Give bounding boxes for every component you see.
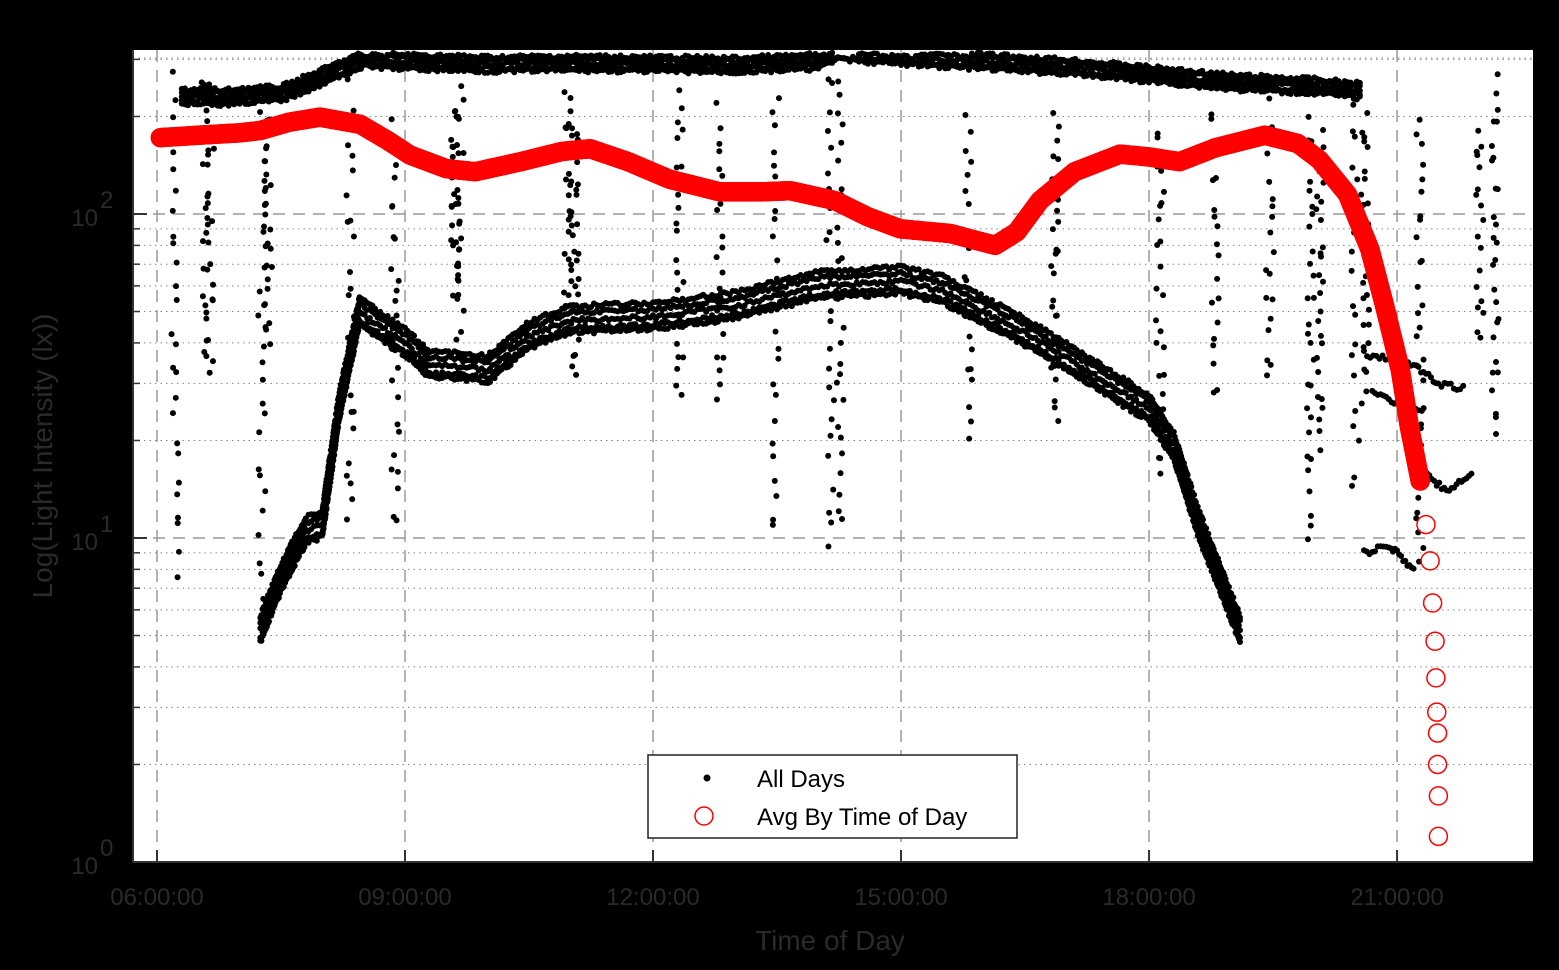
x-axis-ticks: 06:00:00 09:00:00 12:00:00 15:00:00 18:00:00…: [110, 850, 1444, 911]
x-tick-label: 09:00:00: [358, 884, 451, 911]
legend-dot-icon: [703, 774, 711, 782]
y-tick-label: 10: [71, 205, 98, 232]
x-axis-title: Time of Day: [755, 925, 905, 956]
y-tick-label: 10: [71, 853, 98, 880]
y-tick-exponent: 0: [100, 835, 113, 862]
legend-circle-icon: [694, 806, 714, 826]
y-tick-exponent: 1: [100, 511, 113, 538]
y-tick-exponent: 2: [100, 187, 113, 214]
legend-label-all-days: All Days: [757, 766, 845, 793]
x-tick-label: 06:00:00: [110, 884, 203, 911]
plot-area: [133, 50, 1533, 862]
x-tick-label: 18:00:00: [1102, 884, 1195, 911]
legend: All Days Avg By Time of Day: [647, 754, 1018, 839]
x-tick-label: 15:00:00: [854, 884, 947, 911]
legend-label-avg: Avg By Time of Day: [757, 804, 967, 831]
x-tick-label: 21:00:00: [1350, 884, 1443, 911]
x-tick-label: 12:00:00: [606, 884, 699, 911]
all-days-series: [168, 49, 1502, 646]
axes: [132, 50, 1533, 863]
y-tick-label: 10: [71, 529, 98, 556]
avg-by-time-series: [150, 107, 1449, 847]
y-axis-title: Log(Light Intensity (lx)): [27, 314, 58, 599]
